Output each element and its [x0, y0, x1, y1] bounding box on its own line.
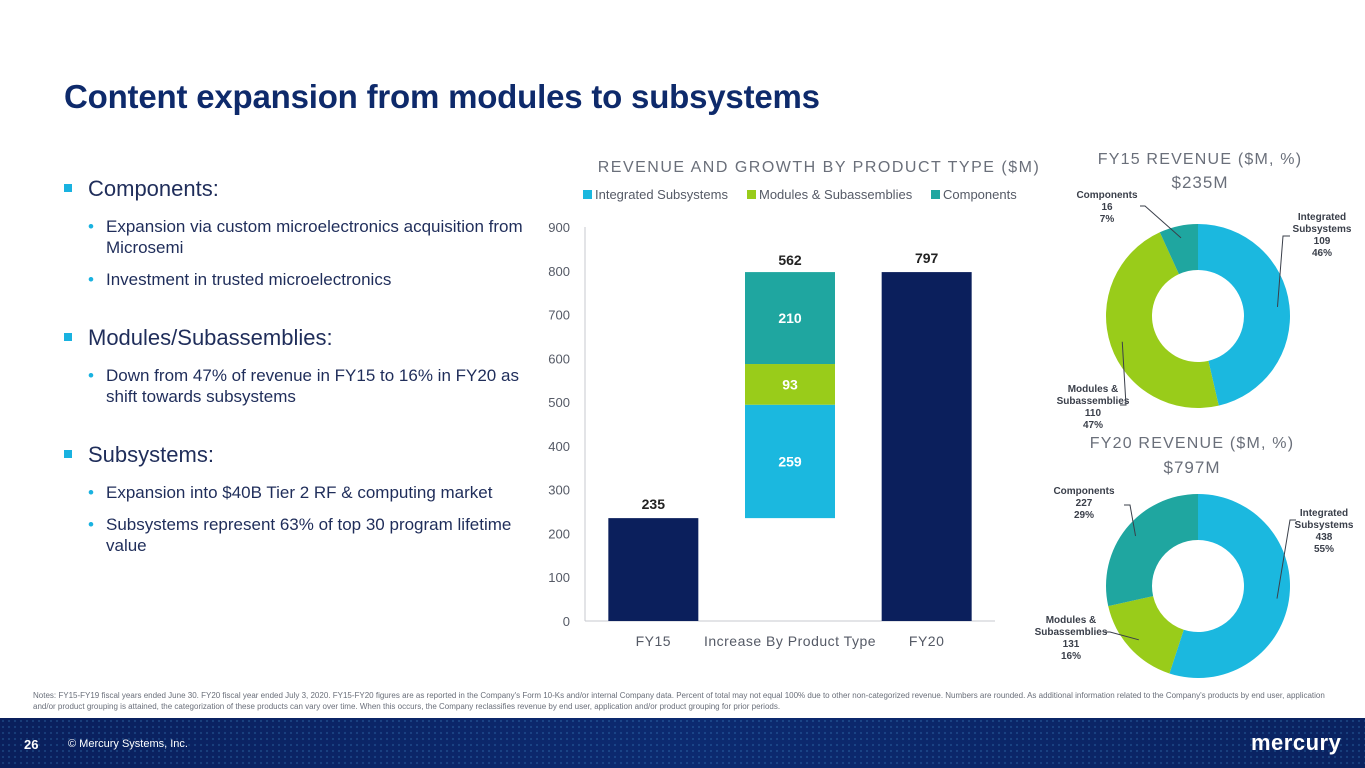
donut-slice-label: 109: [1314, 236, 1331, 247]
footer-bar: 26 © Mercury Systems, Inc. mercury: [0, 718, 1365, 768]
donut-slice: [1106, 494, 1198, 607]
donut-slice: [1159, 224, 1198, 275]
donut-slice-label: 131: [1063, 639, 1080, 650]
bullet-item: Expansion via custom microelectronics ac…: [64, 216, 524, 258]
bullet-heading-modules: Modules/Subassemblies:: [64, 325, 524, 351]
increase-segment: [745, 364, 835, 405]
x-tick-label: FY15: [636, 633, 671, 649]
donut-slice-label: 438: [1316, 532, 1333, 543]
leader-line: [1140, 205, 1182, 239]
y-tick-label: 300: [548, 483, 570, 498]
y-tick-label: 0: [563, 614, 570, 629]
leader-line: [1120, 341, 1127, 406]
donut-slice-label: Subassemblies: [1035, 627, 1108, 638]
bar-fy20: [881, 272, 972, 621]
bar-legend: Integrated Subsystems Modules & Subassem…: [583, 187, 1017, 202]
donut-slice-label: Subsystems: [1293, 224, 1352, 235]
donut-slice: [1169, 494, 1291, 678]
legend-swatch-components: [931, 190, 940, 199]
mercury-logo: mercury: [1251, 730, 1342, 755]
fy15-donut-title: FY15 REVENUE ($M, %): [1098, 151, 1302, 168]
donut-slice: [1105, 232, 1219, 409]
fy15-donut-subtitle: $235M: [1172, 173, 1229, 192]
page-number: 26: [24, 737, 39, 752]
increase-total-label: 562: [778, 252, 802, 268]
bar-fy15: [608, 518, 699, 621]
donut-slice-label: Integrated: [1298, 212, 1346, 223]
charts-canvas: REVENUE AND GROWTH BY PRODUCT TYPE ($M) …: [548, 151, 1354, 678]
y-tick-label: 700: [548, 308, 570, 323]
donut-slice-label: 227: [1076, 498, 1093, 509]
y-tick-label: 500: [548, 395, 570, 410]
bar-total-label: 797: [915, 250, 939, 266]
donut-slice-label: Integrated: [1300, 508, 1348, 519]
donut-slice-label: 110: [1085, 408, 1102, 419]
increase-segment: [745, 404, 835, 519]
donut-slice-label: 16: [1101, 202, 1113, 213]
donut-slice: [1108, 596, 1184, 674]
footnote: Notes: FY15-FY19 fiscal years ended June…: [33, 691, 1325, 711]
bullet-list: Components: Expansion via custom microel…: [64, 176, 524, 567]
bullet-item: Expansion into $40B Tier 2 RF & computin…: [64, 482, 524, 503]
increase-segment: [745, 272, 835, 365]
donut-slice-label: Components: [1053, 486, 1115, 497]
fy20-donut-subtitle: $797M: [1164, 458, 1221, 477]
y-tick-label: 800: [548, 264, 570, 279]
segment-value-label: 93: [782, 376, 798, 392]
donut-slice-label: Components: [1076, 190, 1138, 201]
segment-value-label: 210: [778, 310, 802, 326]
y-tick-label: 600: [548, 351, 570, 366]
leader-line: [1124, 504, 1137, 537]
bullet-item: Subsystems represent 63% of top 30 progr…: [64, 514, 524, 556]
donut-slice-label: 16%: [1061, 651, 1081, 662]
legend-label-integrated: Integrated Subsystems: [595, 187, 728, 202]
y-tick-label: 900: [548, 220, 570, 235]
bar-total-label: 235: [642, 496, 666, 512]
x-tick-label: FY20: [909, 633, 944, 649]
fy20-donut-title: FY20 REVENUE ($M, %): [1090, 435, 1294, 452]
donut-slice-label: 29%: [1074, 510, 1094, 521]
donut-slice-label: Modules &: [1046, 615, 1097, 626]
slide-title: Content expansion from modules to subsys…: [64, 78, 820, 115]
leader-line: [1276, 235, 1290, 307]
legend-swatch-modules: [747, 190, 756, 199]
x-tick-label: Increase By Product Type: [704, 633, 876, 649]
legend-swatch-integrated: [583, 190, 592, 199]
donut-slice-label: Subsystems: [1295, 520, 1354, 531]
y-tick-label: 200: [548, 526, 570, 541]
legend-label-modules: Modules & Subassemblies: [759, 187, 913, 202]
leader-line: [1104, 631, 1139, 641]
bar-chart: 0 100 200 300 400 500 600 700 800 900 FY15 Increase…: [548, 220, 995, 649]
donut-slice-label: 46%: [1312, 248, 1332, 259]
donut-slice-label: 7%: [1100, 214, 1115, 225]
donut-slice-label: Modules &: [1068, 384, 1119, 395]
donut-slice: [1198, 224, 1291, 406]
legend-label-components: Components: [943, 187, 1017, 202]
bullet-heading-subsystems: Subsystems:: [64, 442, 524, 468]
donut-slice-label: 47%: [1083, 420, 1103, 431]
bar-chart-title: REVENUE AND GROWTH BY PRODUCT TYPE ($M): [598, 159, 1041, 176]
bullet-heading-components: Components:: [64, 176, 524, 202]
copyright: © Mercury Systems, Inc.: [68, 738, 188, 750]
y-tick-label: 400: [548, 439, 570, 454]
segment-value-label: 259: [778, 453, 802, 469]
donut-slice-label: 55%: [1314, 544, 1334, 555]
bullet-item: Investment in trusted microelectronics: [64, 269, 524, 290]
donut-slice-label: Subassemblies: [1057, 396, 1130, 407]
leader-line: [1276, 519, 1296, 599]
bullet-item: Down from 47% of revenue in FY15 to 16% …: [64, 365, 524, 407]
y-tick-label: 100: [548, 570, 570, 585]
